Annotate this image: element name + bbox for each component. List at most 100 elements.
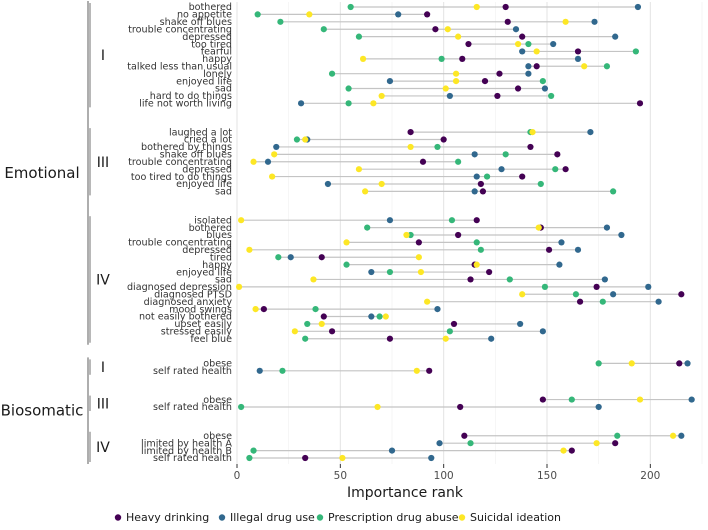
dot-pda bbox=[304, 321, 310, 327]
dot-hd bbox=[546, 247, 552, 253]
dot-si bbox=[374, 404, 380, 410]
dot-si bbox=[453, 71, 459, 77]
dot-idu bbox=[556, 262, 562, 268]
dot-pda bbox=[348, 4, 354, 10]
dot-si bbox=[519, 291, 525, 297]
dot-hd bbox=[569, 447, 575, 453]
group-label: Biosomatic bbox=[1, 402, 84, 420]
dot-si bbox=[343, 239, 349, 245]
x-tick-label: 50 bbox=[334, 470, 347, 482]
dot-idu bbox=[288, 254, 294, 260]
dot-idu bbox=[610, 291, 616, 297]
dot-hd bbox=[534, 63, 540, 69]
dot-si bbox=[310, 276, 316, 282]
x-axis-title: Importance rank bbox=[347, 485, 464, 501]
dot-hd bbox=[432, 26, 438, 32]
dot-idu bbox=[678, 433, 684, 439]
dot-idu bbox=[298, 100, 304, 106]
dot-si bbox=[637, 396, 643, 402]
dot-si bbox=[594, 440, 600, 446]
dot-idu bbox=[257, 368, 263, 374]
dot-pda bbox=[387, 269, 393, 275]
legend-label-si: Suicidal ideation bbox=[470, 511, 561, 524]
dot-si bbox=[339, 455, 345, 461]
dot-hd bbox=[494, 93, 500, 99]
dot-si bbox=[424, 299, 430, 305]
dot-si bbox=[418, 269, 424, 275]
dot-pda bbox=[377, 313, 383, 319]
dot-idu bbox=[684, 360, 690, 366]
dot-hd bbox=[329, 328, 335, 334]
dot-hd bbox=[676, 360, 682, 366]
dot-si bbox=[414, 368, 420, 374]
dot-hd bbox=[678, 291, 684, 297]
dot-pda bbox=[439, 56, 445, 62]
dot-hd bbox=[482, 78, 488, 84]
dot-hd bbox=[467, 276, 473, 282]
dot-idu bbox=[689, 396, 695, 402]
dot-hd bbox=[319, 254, 325, 260]
dot-range-chart: botheredno appetiteshake off bluestroubl… bbox=[0, 0, 708, 530]
row-label: feel blue bbox=[190, 334, 232, 345]
dot-pda bbox=[507, 276, 513, 282]
dot-si bbox=[356, 166, 362, 172]
dot-si bbox=[455, 34, 461, 40]
dot-idu bbox=[387, 78, 393, 84]
dot-si bbox=[383, 313, 389, 319]
dot-hd bbox=[563, 166, 569, 172]
dot-idu bbox=[602, 276, 608, 282]
dot-hd bbox=[519, 34, 525, 40]
dot-idu bbox=[550, 41, 556, 47]
dot-idu bbox=[517, 321, 523, 327]
dot-pda bbox=[279, 368, 285, 374]
dot-hd bbox=[302, 455, 308, 461]
dot-idu bbox=[645, 284, 651, 290]
dot-si bbox=[379, 93, 385, 99]
dot-pda bbox=[596, 360, 602, 366]
dot-pda bbox=[447, 328, 453, 334]
subgroup-label: I bbox=[101, 48, 105, 64]
dot-pda bbox=[364, 224, 370, 230]
dot-hd bbox=[519, 173, 525, 179]
legend-swatch-hd bbox=[115, 514, 121, 520]
dot-hd bbox=[451, 321, 457, 327]
dot-idu bbox=[612, 34, 618, 40]
dot-idu bbox=[368, 313, 374, 319]
dot-hd bbox=[612, 440, 618, 446]
dot-si bbox=[360, 56, 366, 62]
row-label: self rated health bbox=[153, 402, 232, 413]
dot-hd bbox=[426, 368, 432, 374]
dot-si bbox=[362, 188, 368, 194]
dot-pda bbox=[474, 239, 480, 245]
dot-idu bbox=[389, 447, 395, 453]
dot-si bbox=[271, 151, 277, 157]
dot-si bbox=[250, 159, 256, 165]
dot-idu bbox=[273, 144, 279, 150]
x-tick-label: 100 bbox=[434, 470, 454, 482]
dot-idu bbox=[618, 232, 624, 238]
dot-pda bbox=[455, 159, 461, 165]
dot-hd bbox=[321, 313, 327, 319]
dot-hd bbox=[424, 11, 430, 17]
dot-pda bbox=[238, 404, 244, 410]
dot-si bbox=[238, 217, 244, 223]
dot-hd bbox=[478, 181, 484, 187]
dot-pda bbox=[346, 85, 352, 91]
dot-idu bbox=[519, 48, 525, 54]
dot-pda bbox=[614, 433, 620, 439]
dot-si bbox=[370, 100, 376, 106]
dot-idu bbox=[488, 336, 494, 342]
dot-idu bbox=[540, 328, 546, 334]
dot-pda bbox=[346, 100, 352, 106]
dot-idu bbox=[575, 247, 581, 253]
dot-idu bbox=[472, 188, 478, 194]
dot-pda bbox=[538, 181, 544, 187]
dot-hd bbox=[594, 284, 600, 290]
dot-hd bbox=[486, 269, 492, 275]
dot-hd bbox=[480, 188, 486, 194]
dot-si bbox=[529, 129, 535, 135]
dot-idu bbox=[472, 151, 478, 157]
dot-hd bbox=[387, 336, 393, 342]
legend-label-hd: Heavy drinking bbox=[126, 511, 209, 524]
row-labels: botheredno appetiteshake off bluestroubl… bbox=[127, 2, 232, 464]
